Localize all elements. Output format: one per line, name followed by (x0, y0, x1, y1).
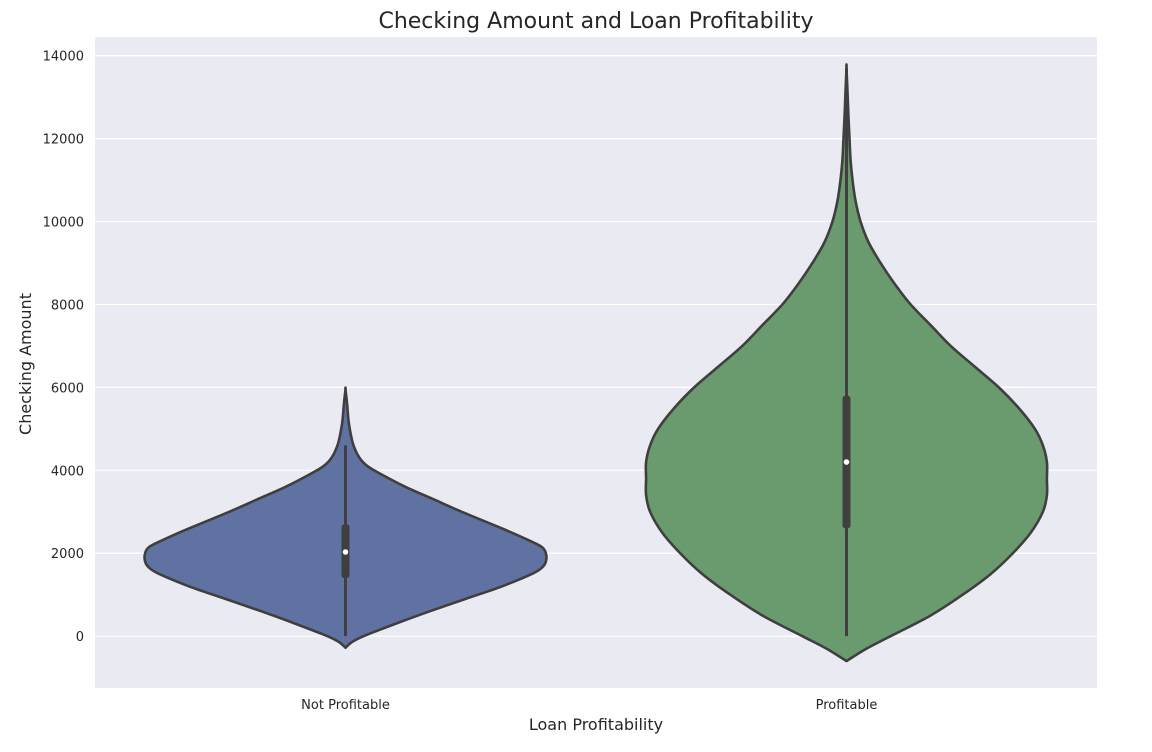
x-axis-label: Loan Profitability (529, 715, 663, 734)
y-tick-label: 2000 (51, 547, 84, 562)
y-tick-label: 8000 (51, 298, 84, 313)
y-tick-label: 10000 (43, 216, 84, 231)
median-point (342, 549, 349, 555)
y-tick-label: 12000 (43, 133, 84, 148)
chart-title: Checking Amount and Loan Profitability (378, 9, 813, 34)
violin-profitable (644, 63, 1049, 663)
violin-not-profitable (143, 386, 548, 650)
y-tick-label: 4000 (51, 464, 84, 479)
y-tick-label: 0 (76, 630, 84, 645)
y-axis-label: Checking Amount (16, 293, 35, 435)
violins (143, 63, 1049, 663)
y-tick-label: 6000 (51, 381, 84, 396)
x-tick-label: Profitable (816, 698, 878, 713)
y-tick-label: 14000 (43, 50, 84, 65)
tick-labels: 0 2000 4000 6000 8000 10000 12000 14000 Not Prof… (43, 50, 878, 713)
median-point (843, 459, 850, 465)
x-tick-label: Not Profitable (301, 698, 390, 713)
